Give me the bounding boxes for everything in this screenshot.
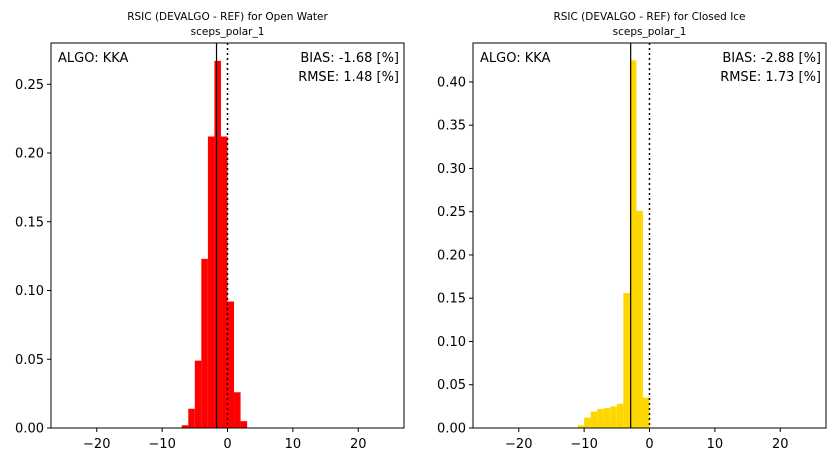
y-tick-label: 0.20	[437, 248, 466, 263]
y-tick-label: 0.15	[437, 292, 466, 307]
histogram-bar	[214, 60, 221, 428]
histogram-bar	[584, 417, 591, 428]
plot-frame	[472, 42, 827, 429]
histogram-bar	[188, 408, 195, 428]
histogram-bar	[590, 411, 598, 428]
y-tick-label: 0.40	[437, 75, 466, 90]
x-tick-label: 10	[707, 437, 724, 452]
x-tick-label: −20	[83, 437, 110, 452]
panel-subtitle: sceps_polar_1	[191, 26, 265, 38]
y-axis: 0.00 0.05 0.10 0.15 0.20 0.25 0.30 0.35 0.40	[437, 75, 473, 437]
histogram-bar	[629, 60, 637, 428]
histogram-bar	[610, 406, 617, 428]
panel-subtitle: sceps_polar_1	[613, 26, 687, 38]
y-tick-label: 0.10	[15, 284, 44, 299]
histogram-bar	[603, 408, 611, 428]
y-tick-label: 0.10	[437, 335, 466, 350]
bias-annotation: BIAS: -1.68 [%]	[300, 51, 399, 66]
histogram-bar	[181, 425, 189, 428]
y-tick-label: 0.15	[15, 215, 44, 230]
x-axis: −20 −10 0 10 20	[505, 428, 789, 452]
rmse-annotation: RMSE: 1.73 [%]	[720, 70, 821, 85]
y-tick-label: 0.00	[15, 422, 44, 437]
y-tick-label: 0.05	[437, 378, 466, 393]
x-tick-label: 20	[350, 437, 367, 452]
bars-group	[577, 60, 650, 428]
algo-annotation: ALGO: KKA	[58, 51, 129, 66]
histogram-bar	[220, 136, 228, 428]
histogram-bar	[234, 392, 241, 428]
x-axis: −20 −10 0 10 20	[83, 428, 367, 452]
y-tick-label: 0.30	[437, 162, 466, 177]
bars-group	[181, 60, 248, 428]
panel-closed-ice: RSIC (DEVALGO - REF) for Closed Ice scep…	[437, 11, 827, 452]
x-tick-label: 0	[645, 437, 653, 452]
panel-title: RSIC (DEVALGO - REF) for Open Water	[127, 11, 328, 23]
x-tick-label: 10	[285, 437, 302, 452]
x-tick-label: −10	[570, 437, 597, 452]
algo-annotation: ALGO: KKA	[480, 51, 551, 66]
y-tick-label: 0.25	[437, 205, 466, 220]
x-tick-label: 0	[223, 437, 231, 452]
panel-title: RSIC (DEVALGO - REF) for Closed Ice	[553, 11, 745, 23]
x-tick-label: −20	[505, 437, 532, 452]
histogram-bar	[636, 210, 643, 428]
histogram-bar	[194, 360, 202, 428]
bias-annotation: BIAS: -2.88 [%]	[722, 51, 821, 66]
x-tick-label: −10	[148, 437, 175, 452]
histogram-bar	[577, 425, 585, 428]
panel-open-water: RSIC (DEVALGO - REF) for Open Water scep…	[15, 11, 405, 452]
histogram-bar	[207, 136, 215, 428]
y-tick-label: 0.00	[437, 422, 466, 437]
histogram-bar	[201, 258, 208, 428]
y-tick-label: 0.05	[15, 353, 44, 368]
histogram-bar	[623, 293, 630, 428]
plot-frame	[50, 42, 405, 429]
y-tick-label: 0.20	[15, 147, 44, 162]
histogram-bar	[616, 403, 624, 428]
histogram-bar	[227, 301, 235, 428]
histogram-bar	[240, 421, 248, 428]
y-tick-label: 0.25	[15, 78, 44, 93]
y-tick-label: 0.35	[437, 119, 466, 134]
rmse-annotation: RMSE: 1.48 [%]	[298, 70, 399, 85]
y-axis: 0.00 0.05 0.10 0.15 0.20 0.25	[15, 78, 51, 437]
x-tick-label: 20	[772, 437, 789, 452]
histogram-bar	[597, 408, 604, 428]
histogram-bar	[642, 397, 650, 428]
